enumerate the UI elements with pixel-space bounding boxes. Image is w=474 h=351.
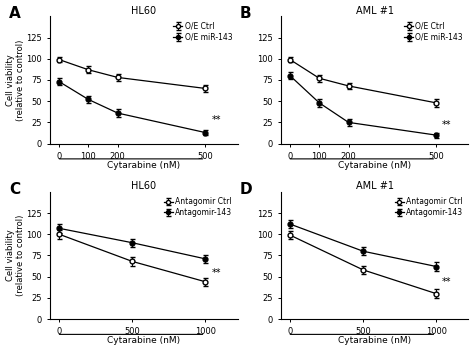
Legend: O/E Ctrl, O/E miR-143: O/E Ctrl, O/E miR-143 [402,20,465,43]
Title: AML #1: AML #1 [356,6,394,15]
Legend: O/E Ctrl, O/E miR-143: O/E Ctrl, O/E miR-143 [172,20,234,43]
Text: **: ** [442,120,452,130]
X-axis label: Cytarabine (nM): Cytarabine (nM) [108,161,181,170]
X-axis label: Cytarabine (nM): Cytarabine (nM) [338,161,411,170]
Text: **: ** [442,277,452,287]
X-axis label: Cytarabine (nM): Cytarabine (nM) [108,337,181,345]
Text: **: ** [211,115,221,125]
Title: HL60: HL60 [131,6,156,15]
Text: B: B [240,6,252,21]
Title: AML #1: AML #1 [356,181,394,191]
X-axis label: Cytarabine (nM): Cytarabine (nM) [338,337,411,345]
Y-axis label: Cell viability
(relative to control): Cell viability (relative to control) [6,215,25,296]
Text: **: ** [211,268,221,278]
Text: D: D [240,182,253,197]
Text: A: A [9,6,21,21]
Legend: Antagomir Ctrl, Antagomir-143: Antagomir Ctrl, Antagomir-143 [393,196,465,219]
Text: C: C [9,182,20,197]
Legend: Antagomir Ctrl, Antagomir-143: Antagomir Ctrl, Antagomir-143 [162,196,234,219]
Y-axis label: Cell viability
(relative to control): Cell viability (relative to control) [6,39,25,121]
Title: HL60: HL60 [131,181,156,191]
